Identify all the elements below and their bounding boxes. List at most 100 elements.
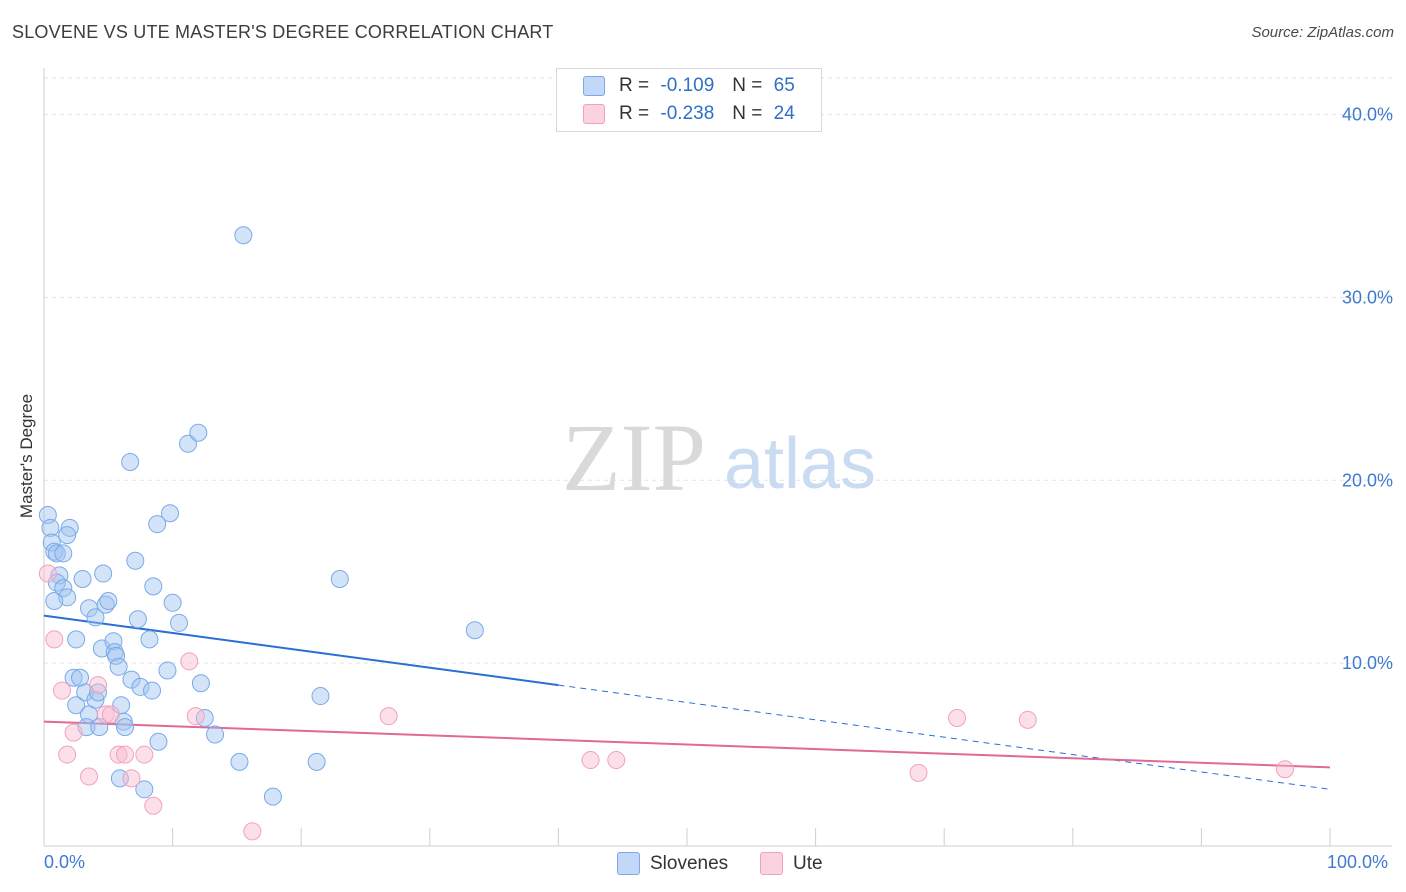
r-value: -0.109 <box>660 75 715 96</box>
point-slovenes <box>116 718 135 737</box>
legend-swatch-ute <box>583 104 605 124</box>
point-ute <box>38 564 57 583</box>
trend-line-slovenes <box>43 614 559 687</box>
legend-swatch-slovenes <box>583 76 605 96</box>
point-ute <box>909 763 928 782</box>
point-slovenes <box>230 752 249 771</box>
point-slovenes <box>67 696 86 715</box>
point-slovenes <box>465 621 484 640</box>
y-tick-label: 20.0% <box>1342 470 1393 490</box>
point-slovenes <box>206 725 225 744</box>
point-slovenes <box>58 526 77 545</box>
point-ute <box>186 707 205 726</box>
n-label: N = <box>732 103 763 124</box>
grid-lines <box>44 77 1392 664</box>
point-ute <box>1275 760 1294 779</box>
point-slovenes <box>45 542 64 561</box>
point-slovenes <box>67 630 86 649</box>
y-tick-label: 30.0% <box>1342 287 1393 307</box>
point-ute <box>1018 710 1037 729</box>
legend-row-slovenes: R = -0.109 N = 65 <box>583 73 795 99</box>
y-tick-label: 10.0% <box>1342 653 1393 673</box>
point-ute <box>96 705 115 724</box>
axes <box>43 68 1392 847</box>
point-ute <box>379 707 398 726</box>
point-ute <box>109 745 128 764</box>
point-slovenes <box>140 630 159 649</box>
point-slovenes <box>64 668 83 687</box>
point-slovenes <box>149 732 168 751</box>
chart-title: SLOVENE VS UTE MASTER'S DEGREE CORRELATI… <box>12 22 554 42</box>
point-slovenes <box>54 579 73 598</box>
series-name-slovenes: Slovenes <box>650 852 729 874</box>
source-label: Source: ZipAtlas.com <box>1251 24 1394 41</box>
n-value: 65 <box>773 75 795 96</box>
point-slovenes <box>263 787 282 806</box>
point-slovenes <box>170 613 189 632</box>
point-slovenes <box>307 752 326 771</box>
point-slovenes <box>86 608 105 627</box>
point-slovenes <box>99 591 118 610</box>
point-slovenes <box>89 683 108 702</box>
point-slovenes <box>311 687 330 706</box>
point-ute <box>122 769 141 788</box>
point-slovenes <box>161 504 180 523</box>
point-slovenes <box>41 518 60 537</box>
point-slovenes <box>71 668 90 687</box>
point-ute <box>135 745 154 764</box>
watermark-atlas: atlas <box>724 424 876 504</box>
point-slovenes <box>189 423 208 442</box>
point-ute <box>53 681 72 700</box>
point-slovenes <box>163 593 182 612</box>
point-slovenes <box>179 434 198 453</box>
series-swatch-slovenes <box>617 852 640 875</box>
series-legend-slovenes: Slovenes <box>617 852 728 875</box>
watermark-zip: ZIP <box>562 404 706 511</box>
x-tick-label-min: 0.0% <box>44 852 86 872</box>
point-ute <box>144 796 163 815</box>
point-slovenes <box>107 646 126 665</box>
series-legend-ute: Ute <box>760 852 823 875</box>
point-slovenes <box>144 577 163 596</box>
point-slovenes <box>330 570 349 589</box>
point-ute <box>45 630 64 649</box>
y-tick-label: 40.0% <box>1342 105 1393 125</box>
point-ute <box>948 709 967 727</box>
trend-lines <box>43 614 1331 790</box>
point-ute <box>116 745 135 764</box>
point-slovenes <box>45 591 64 610</box>
y-tick-labels: 10.0% 20.0% 30.0% 40.0% <box>1342 105 1393 674</box>
point-ute <box>180 652 199 671</box>
n-value: 24 <box>773 103 795 124</box>
point-slovenes <box>126 551 145 570</box>
point-ute <box>80 767 99 786</box>
point-ute <box>607 751 626 770</box>
trend-line-slovenes-extension <box>558 684 1331 790</box>
point-slovenes <box>135 780 154 799</box>
r-value: -0.238 <box>660 103 715 124</box>
data-points <box>38 226 1294 841</box>
n-label: N = <box>732 75 763 96</box>
point-slovenes <box>109 657 128 676</box>
point-slovenes <box>195 709 214 727</box>
point-ute <box>101 705 120 724</box>
point-slovenes <box>54 544 73 563</box>
point-ute <box>64 723 83 742</box>
series-name-ute: Ute <box>793 852 823 874</box>
y-axis-label: Master's Degree <box>17 393 36 519</box>
point-slovenes <box>158 661 177 680</box>
watermark: ZIP atlas <box>562 404 876 511</box>
point-ute <box>243 822 262 841</box>
point-slovenes <box>94 564 113 583</box>
point-slovenes <box>191 674 210 693</box>
point-slovenes <box>122 670 141 689</box>
point-slovenes <box>47 544 66 563</box>
trend-line-ute <box>43 720 1331 769</box>
point-slovenes <box>60 518 79 537</box>
point-ute <box>58 745 77 764</box>
series-legend: Slovenes Ute <box>0 852 1406 878</box>
point-slovenes <box>73 570 92 589</box>
r-label: R = <box>619 75 650 96</box>
point-slovenes <box>143 681 162 700</box>
